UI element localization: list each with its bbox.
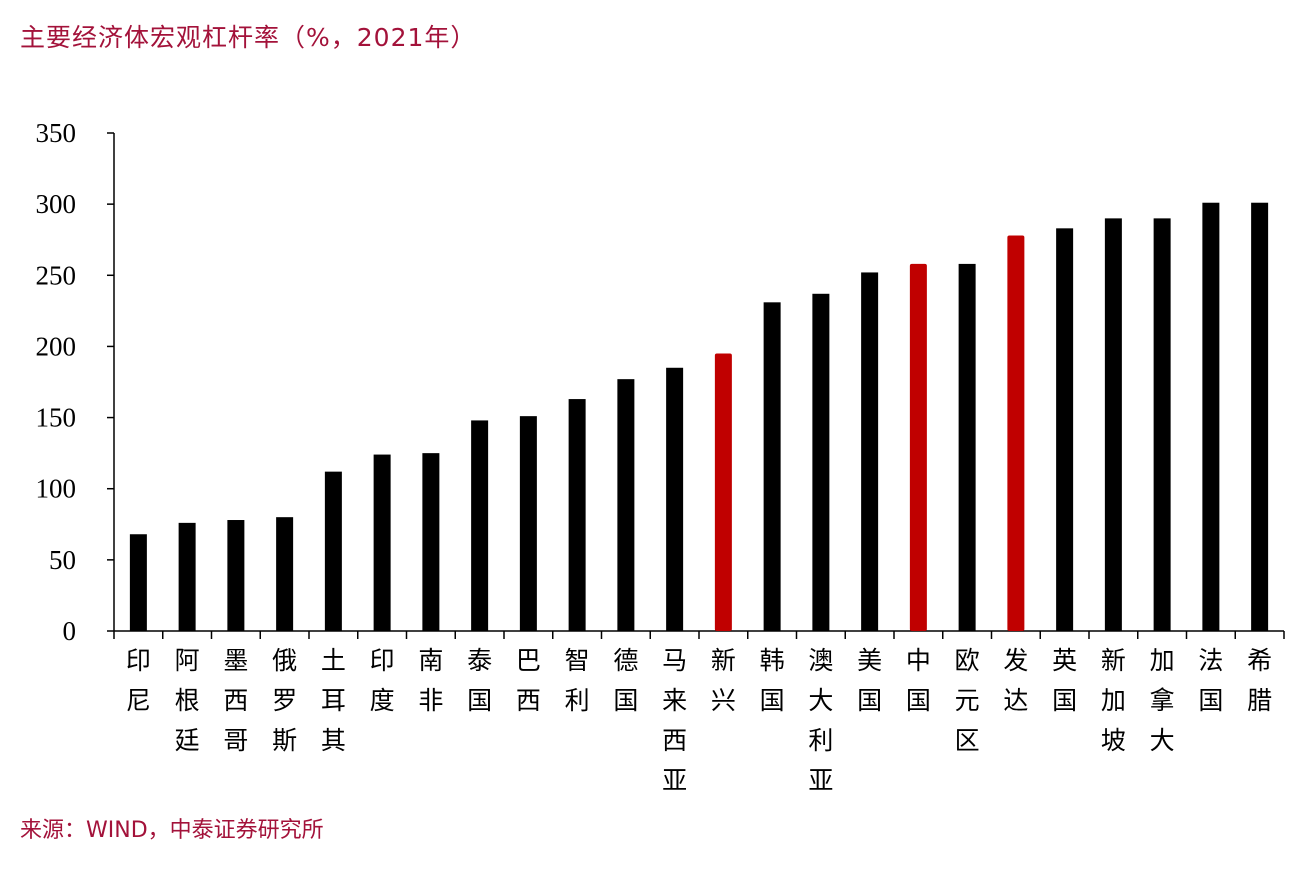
- bar-24: [1251, 202, 1269, 631]
- category-label: 澳大利亚: [808, 646, 833, 795]
- category-label: 智利: [565, 646, 590, 715]
- bars: [129, 202, 1269, 631]
- category-label: 美国: [857, 646, 882, 715]
- y-tick-label: 350: [36, 118, 77, 148]
- x-category-labels: 印尼阿根廷墨西哥俄罗斯土耳其印度南非泰国巴西智利德国马来西亚新兴韩国澳大利亚美国…: [126, 646, 1272, 795]
- category-label: 希腊: [1247, 646, 1272, 715]
- y-tick-labels: 0 50 100 150 200 250 300 350: [36, 118, 77, 646]
- bar-7: [422, 453, 440, 631]
- y-tick-label: 250: [36, 260, 77, 290]
- bar-11: [617, 379, 635, 631]
- category-label: 英国: [1052, 646, 1077, 715]
- category-label: 法国: [1198, 646, 1223, 715]
- category-label: 泰国: [467, 646, 492, 715]
- category-label: 印尼: [126, 646, 151, 715]
- category-label: 阿根廷: [175, 646, 200, 755]
- bar-chart: 0 50 100 150 200 250 300 350 印尼阿根廷墨西哥俄罗斯土耳其印度南非…: [36, 118, 1285, 795]
- category-label: 墨西哥: [223, 646, 248, 755]
- chart-source: 来源：WIND，中泰证券研究所: [20, 818, 324, 843]
- bar-18: [958, 263, 976, 631]
- bar-22: [1153, 218, 1171, 631]
- axes: [107, 132, 1285, 639]
- category-label: 南非: [418, 646, 443, 715]
- bar-15: [812, 293, 830, 631]
- category-label: 印度: [370, 646, 395, 715]
- bar-5: [324, 471, 342, 631]
- bar-21: [1104, 218, 1122, 631]
- bar-12: [666, 367, 684, 631]
- category-label: 马来西亚: [662, 646, 687, 795]
- category-label: 德国: [613, 646, 638, 715]
- bar-20: [1056, 228, 1074, 631]
- category-label: 新兴: [711, 646, 736, 715]
- bar-16: [861, 272, 879, 631]
- category-label: 土耳其: [321, 646, 346, 755]
- bar-19: [1007, 235, 1025, 631]
- y-tick-label: 300: [36, 189, 77, 219]
- chart-title: 主要经济体宏观杠杆率（%，2021年）: [20, 23, 477, 52]
- category-label: 欧元区: [955, 646, 980, 755]
- category-label: 新加坡: [1101, 646, 1126, 755]
- bar-14: [763, 302, 781, 631]
- bar-1: [129, 534, 147, 631]
- bar-4: [276, 517, 294, 631]
- y-tick-label: 150: [36, 403, 77, 433]
- bar-23: [1202, 202, 1220, 631]
- category-label: 韩国: [760, 646, 785, 715]
- bar-13: [714, 353, 732, 631]
- bar-3: [227, 520, 245, 631]
- y-tick-label: 100: [36, 474, 77, 504]
- category-label: 加拿大: [1150, 646, 1175, 755]
- category-label: 俄罗斯: [272, 646, 297, 755]
- bar-10: [568, 399, 586, 631]
- y-tick-label: 50: [49, 545, 76, 575]
- bar-6: [373, 454, 391, 631]
- bar-17: [909, 263, 927, 631]
- bar-8: [471, 420, 489, 631]
- y-tick-label: 200: [36, 331, 77, 361]
- category-label: 中国: [906, 646, 931, 715]
- category-label: 巴西: [516, 646, 541, 715]
- y-tick-label: 0: [63, 616, 77, 646]
- category-label: 发达: [1003, 646, 1028, 715]
- bar-2: [178, 522, 196, 631]
- bar-9: [519, 416, 537, 631]
